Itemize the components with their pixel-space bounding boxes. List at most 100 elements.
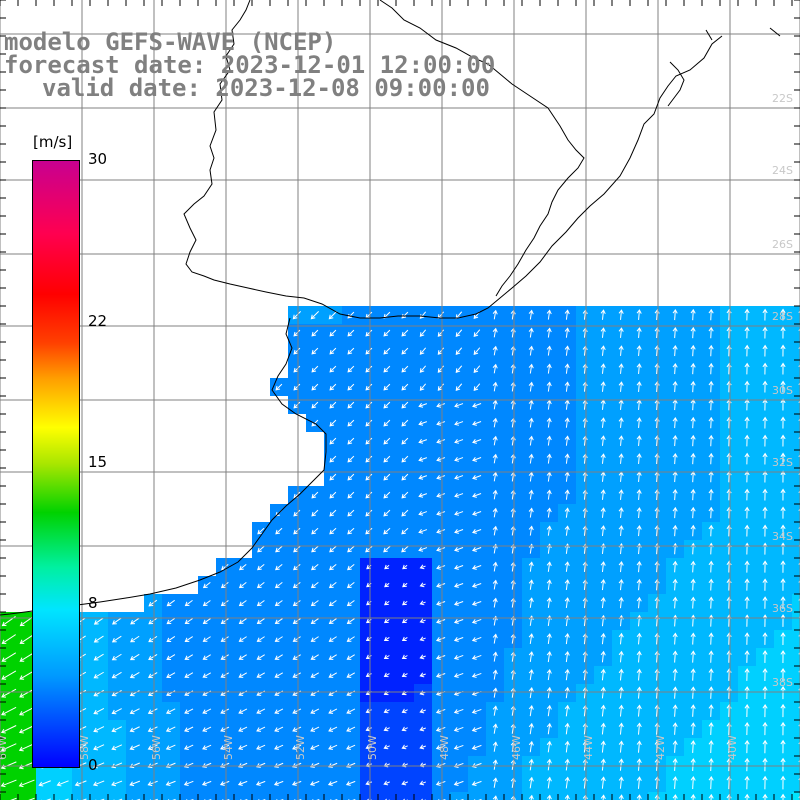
wind-arrow [780,721,786,736]
wind-arrow [492,741,498,752]
wind-arrow [453,601,464,606]
wind-arrow [328,654,337,660]
wind-arrow [220,744,230,750]
wind-arrow [453,672,464,678]
wind-arrow [471,780,482,786]
wind-arrow [401,545,409,553]
wind-arrow [292,654,301,660]
wind-arrow [184,600,193,607]
wind-arrow [473,329,481,338]
wind-arrow [419,744,426,750]
wind-arrow [762,326,768,339]
wind-arrow [419,365,427,373]
wind-arrow [238,744,248,750]
wind-arrow [401,437,409,445]
wind-arrow [19,652,35,662]
wind-arrow [780,326,786,339]
wind-arrow [257,563,265,571]
wind-arrow [436,402,446,408]
wind-arrow [762,488,768,501]
wind-speed-cell [288,792,306,800]
wind-arrow [546,722,552,735]
wind-arrow [166,672,176,679]
wind-arrow [292,582,301,589]
wind-arrow [726,632,732,645]
wind-arrow [419,600,426,606]
wind-arrow [401,654,408,660]
wind-arrow [654,632,660,645]
wind-arrow [311,527,319,535]
wind-arrow [310,618,319,624]
wind-arrow [435,780,446,786]
wind-arrow [28,797,35,800]
wind-arrow [762,739,768,754]
colorbar-tick-label: 22 [88,311,108,330]
wind-arrow [401,383,409,391]
wind-arrow [744,704,750,718]
wind-arrow [636,686,642,699]
wind-arrow [401,329,409,337]
wind-arrow [618,650,624,663]
wind-arrow [165,726,176,733]
wind-speed-cell [126,792,144,800]
wind-speed-cell [792,720,800,738]
wind-arrow [654,363,660,375]
wind-arrow [257,545,265,553]
wind-arrow [672,632,678,645]
wind-arrow [528,579,534,590]
wind-arrow [600,650,606,663]
wind-arrow [618,363,624,374]
wind-arrow [1,652,17,662]
wind-arrow [453,726,464,732]
wind-arrow [672,704,678,717]
wind-arrow [564,633,570,645]
wind-arrow [636,525,642,537]
wind-arrow [346,726,356,732]
latitude-label: 22S [772,92,793,105]
wind-arrow [636,327,642,338]
wind-arrow [672,668,678,681]
valid-date: valid date: 2023-12-08 09:00:00 [42,74,490,102]
wind-arrow [672,596,678,609]
wind-arrow [744,452,750,465]
wind-arrow [436,510,446,516]
wind-arrow [293,527,301,535]
wind-arrow [564,489,570,500]
wind-arrow [129,672,140,679]
wind-arrow [111,726,122,733]
wind-arrow [401,455,409,463]
wind-arrow [329,437,337,445]
wind-arrow [129,708,140,715]
wind-arrow [310,672,320,678]
wind-arrow [708,578,714,591]
wind-arrow [347,563,355,571]
wind-arrow [111,635,122,643]
wind-arrow [564,794,570,800]
wind-arrow [564,435,570,446]
wind-arrow [600,579,606,591]
wind-arrow [546,417,552,428]
wind-arrow [93,689,105,697]
wind-arrow [762,686,768,700]
wind-arrow [600,435,606,446]
wind-arrow [600,309,606,320]
wind-arrow [455,329,463,337]
wind-arrow [744,560,750,573]
wind-arrow [564,507,570,518]
wind-arrow [329,509,337,517]
wind-arrow [238,636,247,642]
longitude-label: 54W [222,735,235,760]
wind-arrow [744,686,750,699]
wind-arrow [365,527,373,535]
wind-speed-cell [792,612,800,630]
wind-arrow [654,453,660,465]
wind-arrow [672,506,678,519]
wind-arrow [329,545,337,553]
wind-arrow [472,403,482,408]
wind-arrow [654,507,660,519]
wind-arrow [419,347,427,355]
wind-arrow [93,653,104,661]
wind-speed-cell [72,792,90,800]
wind-speed-cell [486,792,504,800]
wind-speed-cell [342,792,360,800]
